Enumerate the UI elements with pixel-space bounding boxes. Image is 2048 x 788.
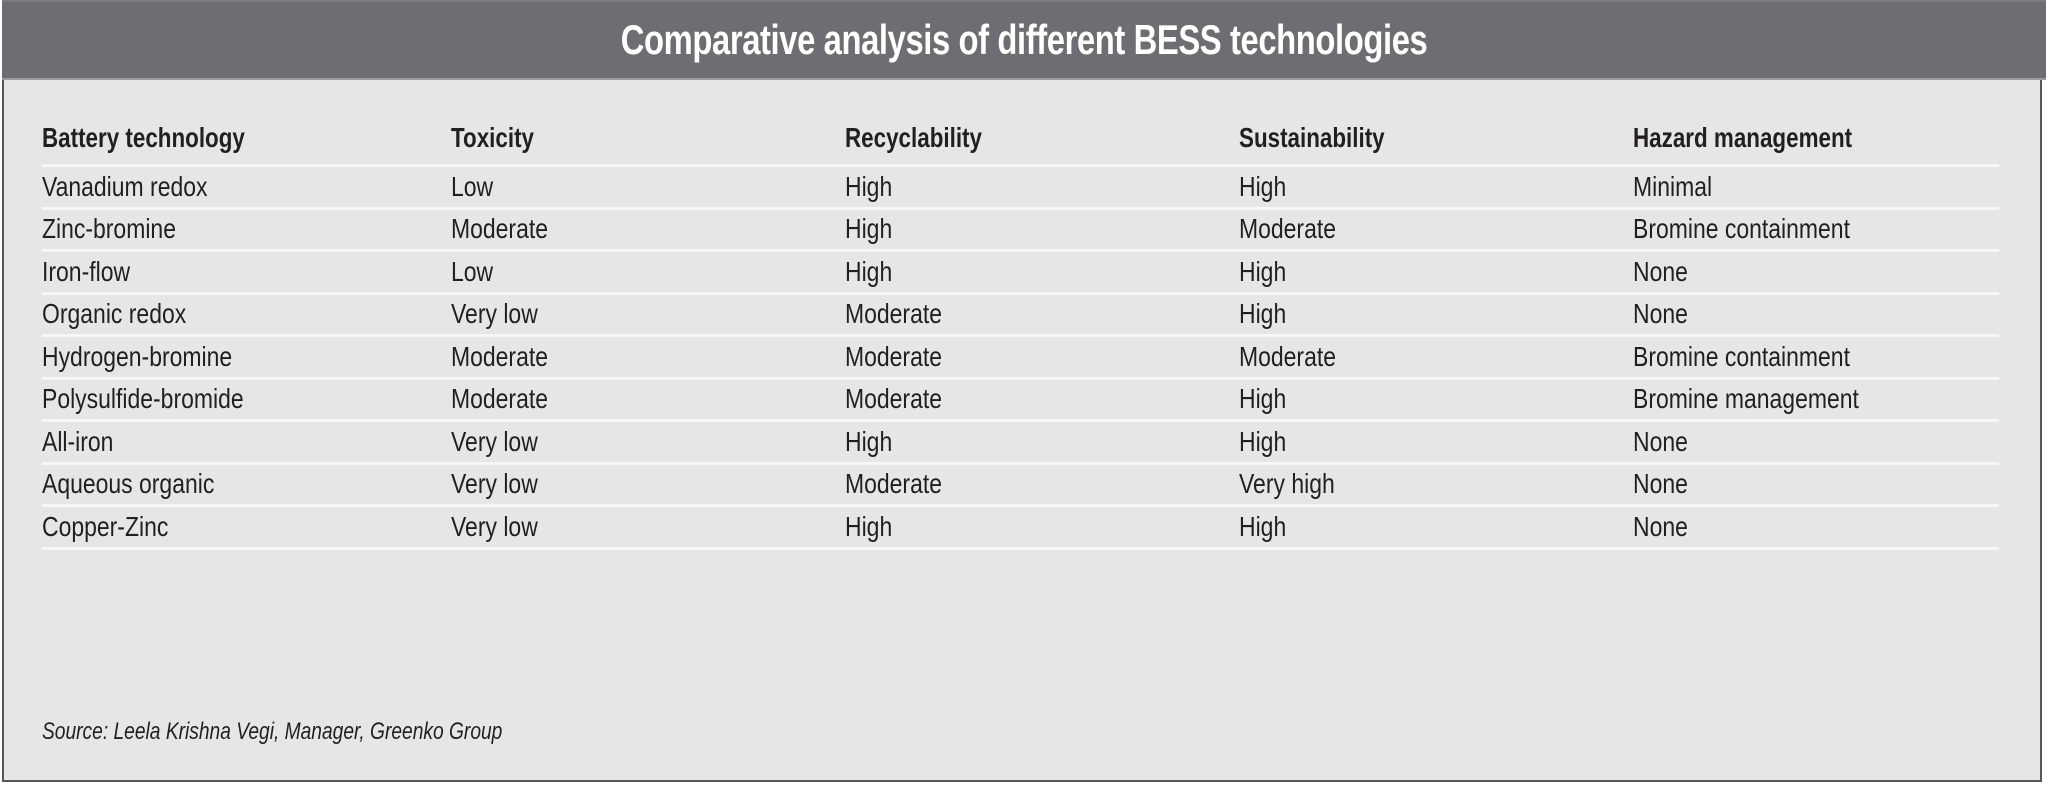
cell-battery-technology: Copper-Zinc <box>42 510 169 542</box>
table-row: All-iron Very low High High None <box>42 422 1999 465</box>
table-header-row: Battery technology Toxicity Recyclabilit… <box>42 112 1999 167</box>
header-hazard-management: Hazard management <box>1633 122 1853 153</box>
cell-recyclability: Moderate <box>845 340 943 372</box>
cell-hazard-management: None <box>1633 255 1688 287</box>
cell-toxicity: Moderate <box>451 383 549 415</box>
cell-sustainability: Very high <box>1239 468 1335 500</box>
table-row: Zinc-bromine Moderate High Moderate Brom… <box>42 210 1999 252</box>
table-row: Hydrogen-bromine Moderate Moderate Moder… <box>42 337 1999 380</box>
source-note: Source: Leela Krishna Vegi, Manager, Gre… <box>42 718 503 745</box>
cell-battery-technology: Aqueous organic <box>42 468 215 500</box>
cell-hazard-management: Bromine containment <box>1633 213 1850 245</box>
cell-battery-technology: Hydrogen-bromine <box>42 340 233 372</box>
cell-recyclability: High <box>845 425 893 457</box>
table-row: Copper-Zinc Very low High High None <box>42 507 1999 550</box>
cell-sustainability: High <box>1239 510 1287 542</box>
table-row: Organic redox Very low Moderate High Non… <box>42 295 1999 337</box>
cell-sustainability: High <box>1239 255 1287 287</box>
table-row: Aqueous organic Very low Moderate Very h… <box>42 465 1999 507</box>
cell-recyclability: Moderate <box>845 298 943 330</box>
cell-toxicity: Moderate <box>451 340 549 372</box>
cell-recyclability: Moderate <box>845 468 943 500</box>
cell-toxicity: Low <box>451 170 494 202</box>
cell-hazard-management: None <box>1633 425 1688 457</box>
cell-battery-technology: Vanadium redox <box>42 170 208 202</box>
table-title: Comparative analysis of different BESS t… <box>620 16 1428 63</box>
table-row: Polysulfide-bromide Moderate Moderate Hi… <box>42 380 1999 422</box>
cell-sustainability: High <box>1239 170 1287 202</box>
cell-recyclability: Moderate <box>845 383 943 415</box>
cell-recyclability: High <box>845 510 893 542</box>
cell-toxicity: Moderate <box>451 213 549 245</box>
cell-recyclability: High <box>845 213 893 245</box>
cell-sustainability: Moderate <box>1239 213 1337 245</box>
header-toxicity: Toxicity <box>451 122 534 153</box>
cell-sustainability: High <box>1239 298 1287 330</box>
cell-battery-technology: All-iron <box>42 425 114 457</box>
cell-recyclability: High <box>845 170 893 202</box>
cell-hazard-management: Bromine containment <box>1633 340 1850 372</box>
cell-battery-technology: Iron-flow <box>42 255 131 287</box>
cell-toxicity: Very low <box>451 298 538 330</box>
table-row: Iron-flow Low High High None <box>42 252 1999 295</box>
cell-battery-technology: Polysulfide-bromide <box>42 383 244 415</box>
header-battery-technology: Battery technology <box>42 122 245 153</box>
table-row: Vanadium redox Low High High Minimal <box>42 167 1999 210</box>
cell-toxicity: Low <box>451 255 494 287</box>
cell-sustainability: High <box>1239 383 1287 415</box>
cell-hazard-management: Minimal <box>1633 170 1713 202</box>
title-bar: Comparative analysis of different BESS t… <box>2 0 2046 80</box>
cell-battery-technology: Zinc-bromine <box>42 213 176 245</box>
header-sustainability: Sustainability <box>1239 122 1385 153</box>
cell-toxicity: Very low <box>451 510 538 542</box>
cell-hazard-management: None <box>1633 468 1688 500</box>
cell-battery-technology: Organic redox <box>42 298 187 330</box>
cell-sustainability: Moderate <box>1239 340 1337 372</box>
header-recyclability: Recyclability <box>845 122 982 153</box>
cell-sustainability: High <box>1239 425 1287 457</box>
cell-toxicity: Very low <box>451 468 538 500</box>
cell-toxicity: Very low <box>451 425 538 457</box>
cell-hazard-management: None <box>1633 298 1688 330</box>
comparison-table: Battery technology Toxicity Recyclabilit… <box>42 112 1999 550</box>
cell-hazard-management: Bromine management <box>1633 383 1859 415</box>
cell-recyclability: High <box>845 255 893 287</box>
cell-hazard-management: None <box>1633 510 1688 542</box>
